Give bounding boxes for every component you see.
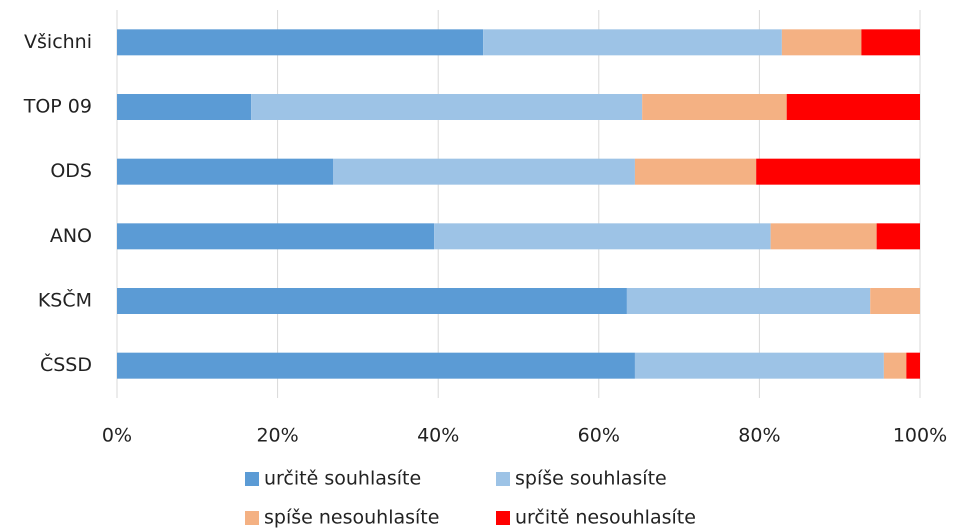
bar-segment (117, 94, 252, 120)
bar-segment (870, 288, 920, 314)
legend-label: spíše souhlasíte (515, 468, 667, 490)
y-tick-label: Všichni (24, 31, 92, 53)
bar-segment (883, 352, 907, 379)
bar-segment (251, 94, 643, 120)
legend-swatch (245, 472, 259, 486)
x-tick-label: 80% (738, 425, 780, 447)
bar-segment (117, 352, 635, 379)
legend-label: spíše nesouhlasíte (264, 507, 439, 529)
x-tick-label: 0% (102, 425, 132, 447)
bar-segment (781, 29, 862, 56)
x-tick-label: 20% (256, 425, 298, 447)
legend-label: určitě nesouhlasíte (515, 507, 696, 529)
bar-segment (117, 288, 627, 314)
y-tick-label: TOP 09 (23, 96, 92, 118)
bar-segment (117, 29, 484, 56)
bar-segment (634, 352, 884, 379)
legend-swatch (245, 511, 259, 525)
y-tick-label: KSČM (38, 288, 92, 312)
bar-segment (117, 158, 334, 185)
bar-segment (861, 29, 920, 56)
bar-segment (756, 158, 920, 185)
bar-segment (626, 288, 871, 314)
bar-segment (786, 94, 920, 120)
legend-label: určitě souhlasíte (264, 468, 421, 490)
x-tick-label: 60% (578, 425, 620, 447)
y-tick-label: ODS (50, 160, 92, 182)
bar-segment (634, 158, 757, 185)
x-tick-label: 40% (417, 425, 459, 447)
bar-segment (333, 158, 635, 185)
bar-segment (434, 223, 771, 250)
bar-segment (117, 223, 435, 250)
bar-segment (906, 352, 920, 379)
bar-segment (642, 94, 787, 120)
legend-swatch (496, 511, 510, 525)
bar-segment (483, 29, 782, 56)
bar-segment (770, 223, 877, 250)
x-tick-label: 100% (893, 425, 947, 447)
y-tick-label: ANO (50, 225, 92, 247)
y-tick-label: ČSSD (40, 352, 92, 376)
bar-segment (876, 223, 920, 250)
legend-swatch (496, 472, 510, 486)
